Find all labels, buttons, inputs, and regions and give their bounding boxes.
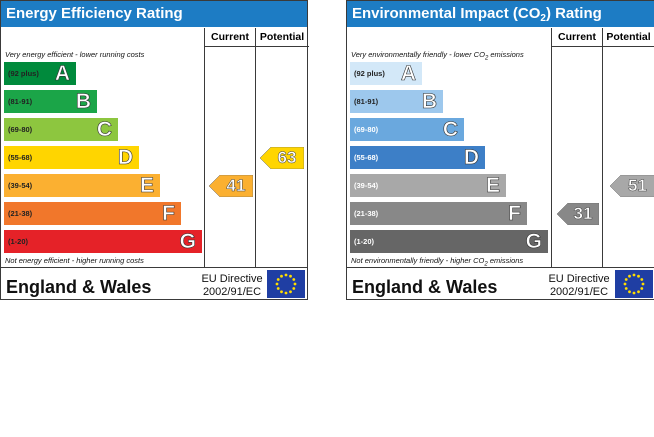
band-letter: G (179, 230, 196, 254)
eu-directive-label: EU Directive 2002/91/EC (201, 273, 263, 299)
rating-band-f: (21-38) F (4, 202, 181, 225)
current-column-header: Current (205, 28, 255, 47)
band-letter: D (463, 146, 480, 170)
band-range-label: (39-54) (8, 181, 33, 190)
title-text-end: ) Rating (545, 5, 602, 22)
rating-band-d: (55-68) D (350, 146, 485, 169)
band-letter: F (162, 202, 175, 226)
current-arrow-shape (209, 174, 253, 197)
current-column-header: Current (552, 28, 602, 47)
band-letter: G (525, 230, 542, 254)
potential-arrow-shape (610, 174, 654, 197)
rating-band-c: (69-80) C (350, 118, 464, 141)
potential-arrow-shape (260, 146, 304, 169)
potential-rating-value: 63 (277, 147, 297, 167)
band-range-label: (92 plus) (354, 69, 385, 78)
column-divider (255, 28, 256, 268)
eu-directive-line1: EU Directive (201, 273, 263, 285)
band-range-label: (81-91) (8, 97, 33, 106)
band-letter: E (485, 174, 501, 198)
current-rating-arrow: 41 (209, 174, 253, 197)
rating-band-c: (69-80) C (4, 118, 118, 141)
band-range-label: (69-80) (8, 125, 33, 134)
title-subscript: 2 (540, 13, 546, 24)
top-note-text: Very environmentally friendly - lower CO (351, 50, 485, 59)
footer-divider (1, 267, 307, 268)
top-note-text-end: emissions (488, 50, 524, 59)
band-letter: A (54, 62, 71, 86)
top-note-subscript: 2 (484, 55, 489, 62)
band-range-label: (55-68) (8, 153, 33, 162)
band-range-label: (1-20) (354, 237, 375, 246)
rating-band-b: (81-91) B (4, 90, 97, 113)
band-letter: A (400, 62, 417, 86)
band-range-label: (69-80) (354, 125, 379, 134)
eu-directive-label: EU Directive 2002/91/EC (548, 273, 610, 299)
current-rating-value: 31 (573, 203, 593, 223)
rating-band-b: (81-91) B (350, 90, 443, 113)
band-letter: E (139, 174, 155, 198)
column-divider (551, 28, 552, 268)
potential-column-header: Potential (602, 28, 654, 47)
panel-title: Energy Efficiency Rating (1, 1, 307, 27)
rating-band-a: (92 plus) A (350, 62, 422, 85)
bottom-note-text: Not environmentally friendly - higher CO (351, 256, 485, 265)
rating-band-d: (55-68) D (4, 146, 139, 169)
environmental-impact-panel: Environmental Impact (CO2) Rating Curren… (346, 0, 654, 300)
region-label: England & Wales (6, 277, 152, 297)
rating-band-g: (1-20) G (4, 230, 202, 253)
energy-efficiency-panel: Energy Efficiency Rating Current Potenti… (0, 0, 309, 300)
band-letter: F (508, 202, 521, 226)
rating-band-g: (1-20) G (350, 230, 548, 253)
potential-rating-arrow: 63 (260, 146, 304, 169)
bottom-note-text-end: emissions (487, 256, 524, 265)
rating-band-e: (39-54) E (350, 174, 506, 197)
eu-directive-line2: 2002/91/EC (202, 286, 262, 298)
title-text: Environmental Impact (CO (352, 5, 541, 22)
band-range-label: (21-38) (354, 209, 379, 218)
band-range-label: (55-68) (354, 153, 379, 162)
column-divider (204, 28, 205, 268)
band-letter: C (442, 118, 459, 142)
band-letter: B (75, 90, 92, 114)
current-rating-arrow: 31 (557, 202, 599, 225)
top-note: Very energy efficient - lower running co… (5, 50, 145, 59)
potential-rating-value: 51 (628, 175, 647, 195)
rating-band-a: (92 plus) A (4, 62, 76, 85)
rating-band-f: (21-38) F (350, 202, 527, 225)
rating-band-e: (39-54) E (4, 174, 160, 197)
band-range-label: (21-38) (8, 209, 33, 218)
band-range-label: (81-91) (354, 97, 379, 106)
eu-flag-icon (615, 270, 653, 298)
bottom-note: Not environmentally friendly - higher CO… (351, 256, 523, 268)
top-note: Very environmentally friendly - lower CO… (351, 50, 524, 62)
column-divider (602, 28, 603, 268)
potential-rating-arrow: 51 (610, 174, 654, 197)
eu-directive-line2: 2002/91/EC (549, 286, 609, 298)
band-letter: C (96, 118, 113, 142)
bottom-note-subscript: 2 (484, 261, 488, 268)
footer-divider (347, 267, 654, 268)
band-letter: D (117, 146, 134, 170)
potential-column-header: Potential (255, 28, 309, 47)
band-range-label: (92 plus) (8, 69, 39, 78)
panel-title: Environmental Impact (CO2) Rating (347, 1, 654, 27)
band-range-label: (39-54) (354, 181, 379, 190)
bottom-note: Not energy efficient - higher running co… (5, 256, 144, 265)
region-label: England & Wales (352, 277, 498, 297)
eu-directive-line1: EU Directive (548, 273, 610, 285)
current-rating-value: 41 (226, 175, 246, 195)
band-letter: B (421, 90, 438, 114)
current-arrow-shape (557, 202, 599, 225)
eu-flag-icon (267, 270, 305, 298)
band-range-label: (1-20) (8, 237, 29, 246)
